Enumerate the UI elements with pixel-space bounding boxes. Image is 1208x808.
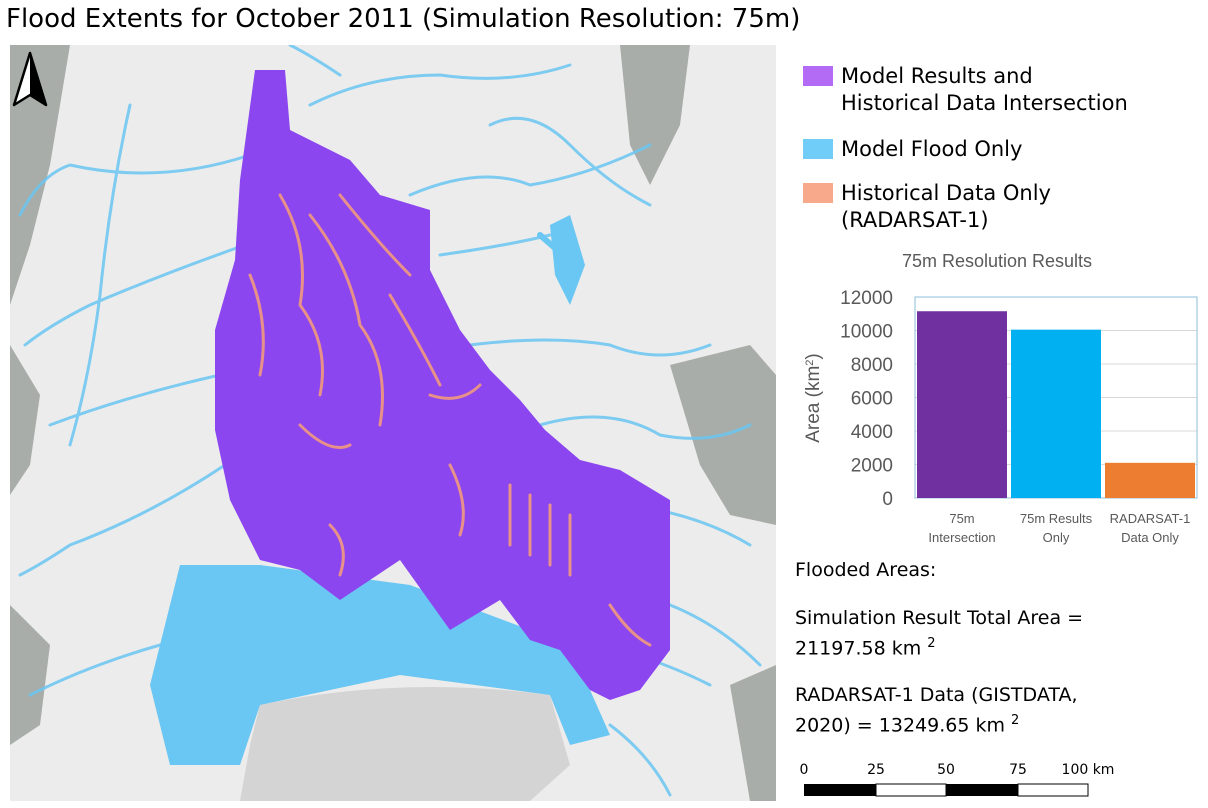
y-tick-label: 8000 [851,355,893,376]
bar [1011,329,1101,498]
scale-label: 25 [867,762,885,778]
legend-swatch [803,139,833,159]
scale-label: 0 [800,762,809,778]
legend-label: Historical Data Only [841,181,1051,205]
stat-line: RADARSAT-1 Data (GISTDATA, [795,684,1078,706]
sea [240,687,570,801]
stat-line: Simulation Result Total Area = [795,607,1084,629]
superscript: 2 [1011,713,1020,728]
stat-value: 21197.58 km [795,637,922,660]
x-tick-label: Intersection [928,530,995,545]
radarsat-total-area: RADARSAT-1 Data (GISTDATA, 2020) = 13249… [795,682,1078,738]
intersection-area [215,70,670,700]
scale-segment [804,784,876,796]
chart-title: 75m Resolution Results [902,251,1092,271]
legend-label: Model Results and [841,64,1033,88]
scale-label: 50 [937,762,955,778]
legend-label: Historical Data Intersection [841,91,1128,115]
y-tick-label: 12000 [840,288,893,309]
y-tick-label: 2000 [851,456,893,477]
legend-swatch [803,183,833,203]
scale-label: 100 km [1062,762,1115,778]
bar [1105,462,1195,498]
legend-label: Model Flood Only [841,137,1023,161]
stats-heading: Flooded Areas: [795,559,937,581]
terrain-areas [10,45,776,801]
flood-map [10,45,776,801]
y-tick-label: 6000 [851,389,893,410]
north-arrow-icon [12,51,48,107]
model-flood-only-areas [18,45,762,797]
stat-value: 2020) = 13249.65 km [795,714,1005,737]
x-tick-label: Only [1043,530,1070,545]
legend-label: (RADARSAT-1) [841,208,989,232]
map-title: Flood Extents for October 2011 (Simulati… [6,4,801,34]
y-tick-label: 10000 [840,322,893,343]
legend-item-intersection: Model Results and Historical Data Interse… [803,63,1128,117]
y-tick-label: 4000 [851,422,893,443]
bar [917,311,1007,498]
scale-segment [946,784,1018,796]
scale-segment [875,783,947,797]
x-tick-label: 75m [949,511,974,526]
y-tick-label: 0 [882,489,893,510]
scale-bar: 0 25 50 75 100 km [800,762,1115,797]
sim-total-area: Simulation Result Total Area = 21197.58 … [795,605,1083,661]
scale-segment [1017,783,1089,797]
x-tick-label: RADARSAT-1 [1110,511,1191,526]
legend-item-historical-only: Historical Data Only (RADARSAT-1) [803,180,1051,234]
scale-label: 75 [1009,762,1027,778]
chart-ylabel: Area (km2) [803,353,824,443]
x-tick-label: Data Only [1121,530,1179,545]
x-tick-label: 75m Results [1020,511,1093,526]
results-bar-chart: 75m Resolution Results Area (km2) 0 2000 4… [803,251,1198,545]
legend-item-model-only: Model Flood Only [803,136,1022,163]
superscript: 2 [927,636,936,651]
legend-swatch [803,66,833,86]
historical-only-areas [248,193,652,647]
